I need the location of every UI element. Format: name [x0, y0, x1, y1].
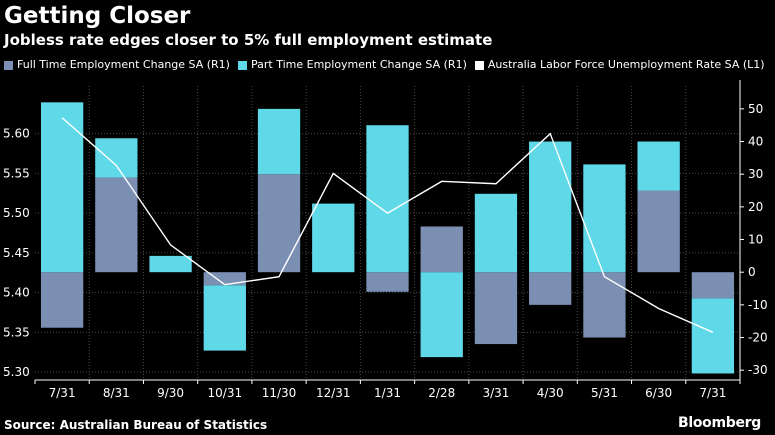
left-axis-tick-label: 5.30 — [3, 365, 30, 379]
bar-part-time — [149, 255, 192, 273]
legend-label-full-time: Full Time Employment Change SA (R1) — [17, 58, 230, 71]
x-axis-tick-label: 2/28 — [428, 386, 455, 400]
right-axis-tick-label: 40 — [748, 135, 763, 149]
left-axis-tick-label: 5.35 — [3, 325, 30, 339]
right-axis-tick-label: 50 — [748, 102, 763, 116]
legend-label-part-time: Part Time Employment Change SA (R1) — [250, 58, 467, 71]
x-axis-tick-label: 4/30 — [537, 386, 564, 400]
legend-item-full-time: Full Time Employment Change SA (R1) — [4, 58, 230, 72]
x-axis-tick-label: 9/30 — [157, 386, 184, 400]
bar-full-time — [366, 272, 409, 292]
left-axis-tick-label: 5.55 — [3, 166, 30, 180]
x-axis-tick-label: 5/31 — [591, 386, 618, 400]
legend-item-part-time: Part Time Employment Change SA (R1) — [237, 58, 467, 72]
x-axis-tick-label: 12/31 — [316, 386, 351, 400]
bar-part-time — [312, 203, 355, 273]
x-axis-tick-label: 11/30 — [262, 386, 297, 400]
bar-part-time — [691, 298, 735, 374]
x-axis-tick-label: 6/30 — [645, 386, 672, 400]
bar-part-time — [257, 108, 301, 175]
bar-part-time — [529, 141, 572, 273]
legend-swatch-full-time — [4, 60, 13, 70]
left-axis-tick-label: 5.40 — [3, 286, 30, 300]
legend-swatch-part-time — [237, 60, 247, 70]
legend-label-unemployment-rate: Australia Labor Force Unemployment Rate … — [487, 58, 765, 71]
left-axis-tick-label: 5.60 — [3, 127, 30, 141]
source-note: Source: Australian Bureau of Statistics — [4, 418, 268, 432]
bar-part-time — [420, 272, 463, 358]
bar-full-time — [529, 272, 572, 305]
x-axis-tick-label: 10/31 — [208, 386, 243, 400]
x-axis-tick-label: 8/31 — [103, 386, 130, 400]
legend-item-unemployment-rate: Australia Labor Force Unemployment Rate … — [474, 58, 765, 72]
right-axis-tick-label: 20 — [748, 200, 763, 214]
bar-part-time — [474, 193, 518, 273]
right-axis-tick-label: -30 — [748, 363, 768, 377]
x-axis-tick-label: 1/31 — [374, 386, 401, 400]
chart-subtitle: Jobless rate edges closer to 5% full emp… — [4, 31, 493, 49]
legend-swatch-unemployment-rate — [474, 60, 484, 70]
bar-full-time — [691, 272, 735, 299]
chart-legend: Full Time Employment Change SA (R1) Part… — [4, 58, 773, 72]
left-axis-tick-label: 5.50 — [3, 206, 30, 220]
bar-part-time — [637, 141, 680, 191]
bloomberg-logo: Bloomberg — [677, 415, 761, 431]
bar-full-time — [95, 177, 138, 273]
bar-part-time — [203, 285, 246, 351]
bar-full-time — [257, 174, 301, 273]
bar-full-time — [203, 272, 246, 286]
x-axis-tick-label: 7/31 — [49, 386, 76, 400]
bar-part-time — [366, 125, 409, 273]
right-axis-tick-label: -10 — [748, 298, 768, 312]
line-unemployment-rate — [61, 117, 714, 333]
bar-part-time — [583, 164, 626, 273]
x-axis-tick-label: 3/31 — [482, 386, 509, 400]
right-axis-tick-label: 30 — [748, 167, 763, 181]
bar-full-time — [637, 190, 680, 273]
right-axis-tick-label: 10 — [748, 233, 763, 247]
right-axis-tick-label: -20 — [748, 331, 768, 345]
left-axis-tick-label: 5.45 — [3, 246, 30, 260]
bar-part-time — [40, 102, 84, 273]
bar-full-time — [40, 272, 84, 328]
bar-full-time — [474, 272, 518, 345]
chart-title: Getting Closer — [4, 3, 191, 29]
x-axis-tick-label: 7/31 — [699, 386, 726, 400]
right-axis-tick-label: 0 — [748, 265, 756, 279]
bar-full-time — [583, 272, 626, 338]
bar-full-time — [420, 226, 463, 273]
bar-part-time — [95, 138, 138, 178]
